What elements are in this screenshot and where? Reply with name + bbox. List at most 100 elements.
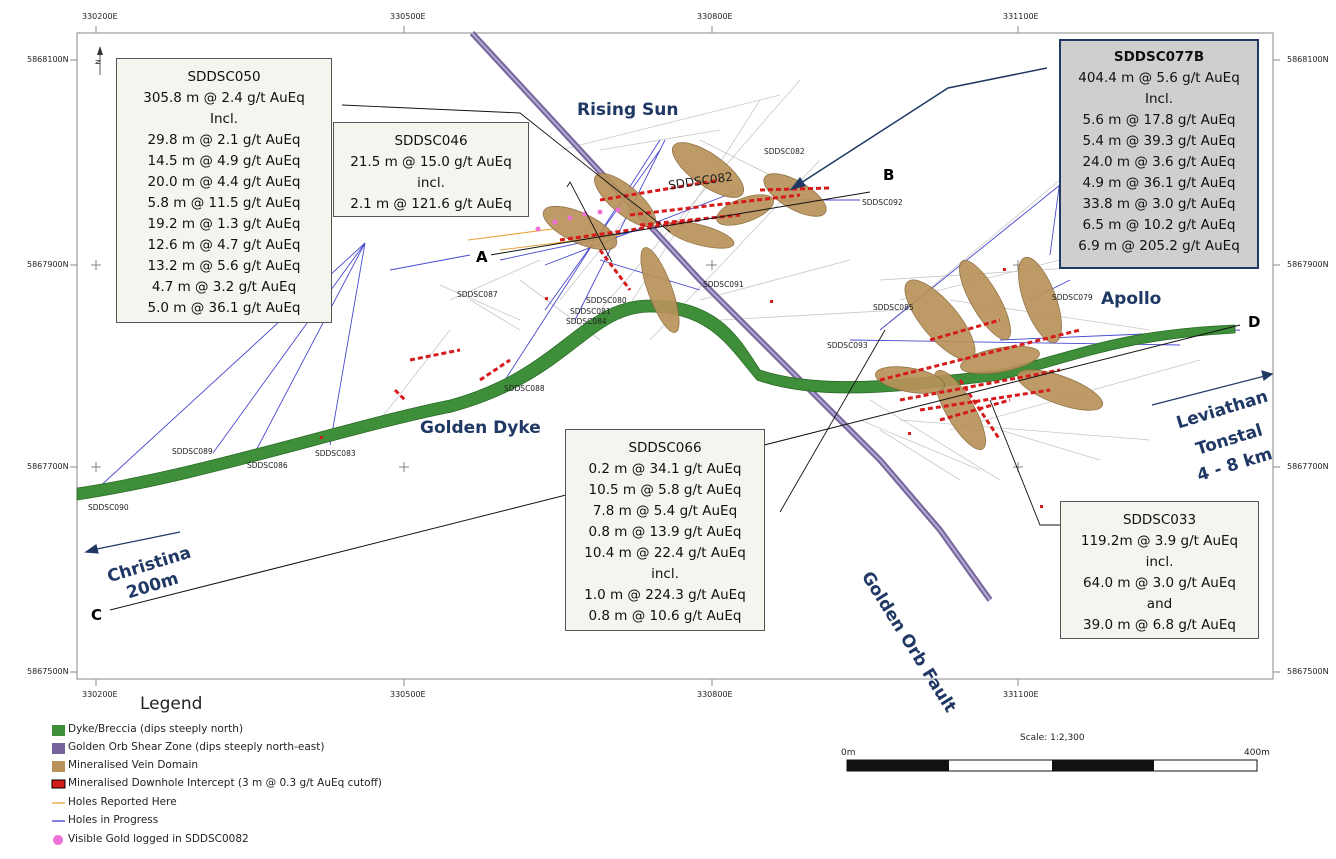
easting-label: 331100E: [1003, 12, 1039, 21]
easting-label: 330200E: [82, 690, 118, 699]
callout-line: 39.0 m @ 6.8 g/t AuEq: [1083, 617, 1236, 633]
callout-line: SDDSC033: [1122, 512, 1197, 528]
callout-line: 0.8 m @ 10.6 g/t AuEq: [588, 608, 742, 624]
callout-sddsc066: SDDSC066 0.2 m @ 34.1 g/t AuEq 10.5 m @ …: [565, 429, 765, 631]
callout-line: incl.: [1145, 554, 1174, 570]
callout-leaders: [341, 104, 1060, 526]
legend-item: Holes Reported Here: [68, 796, 177, 808]
callout-line: 29.8 m @ 2.1 g/t AuEq: [147, 132, 301, 148]
callout-line: 305.8 m @ 2.4 g/t AuEq: [143, 90, 305, 106]
callout-line: 19.2 m @ 1.3 g/t AuEq: [147, 216, 301, 232]
callout-line: 5.0 m @ 36.1 g/t AuEq: [147, 300, 301, 316]
place-rising-sun: Rising Sun: [577, 100, 679, 120]
callout-line: SDDSC046: [394, 133, 468, 149]
callout-line: 4.7 m @ 3.2 g/t AuEq: [151, 279, 297, 295]
hole-label: SDDSC083: [315, 449, 356, 458]
hole-label: SDDSC079: [1052, 293, 1093, 302]
callout-line: 2.1 m @ 121.6 g/t AuEq: [350, 196, 512, 212]
hole-label: SDDSC092: [862, 198, 903, 207]
hole-label: SDDSC088: [504, 384, 545, 393]
callout-line: incl.: [417, 175, 445, 191]
callout-line: Incl.: [209, 111, 238, 127]
legend-title: Legend: [140, 694, 203, 714]
callout-line: 5.6 m @ 17.8 g/t AuEq: [1082, 112, 1236, 128]
northing-label: 5867500N: [1287, 667, 1329, 676]
callout-line: 0.8 m @ 13.9 g/t AuEq: [588, 524, 742, 540]
legend-item: Dyke/Breccia (dips steeply north): [68, 723, 244, 735]
callout-line: 21.5 m @ 15.0 g/t AuEq: [350, 154, 512, 170]
easting-label: 330800E: [697, 12, 733, 21]
northing-label: 5868100N: [1287, 55, 1329, 64]
hole-label: SDDSC090: [88, 503, 129, 512]
callout-line: 20.0 m @ 4.4 g/t AuEq: [147, 174, 301, 190]
easting-label: 330200E: [82, 12, 118, 21]
northing-label: 5867900N: [1287, 260, 1329, 269]
callout-line: SDDSC050: [187, 69, 261, 85]
callout-line: Incl.: [1144, 91, 1173, 107]
callout-line: 5.8 m @ 11.5 g/t AuEq: [147, 195, 301, 211]
callout-line: 7.8 m @ 5.4 g/t AuEq: [592, 503, 738, 519]
callout-sddsc077b: SDDSC077B 404.4 m @ 5.6 g/t AuEq Incl. 5…: [1059, 39, 1259, 269]
legend-item: Mineralised Downhole Intercept (3 m @ 0.…: [68, 777, 382, 789]
callout-line: 10.5 m @ 5.8 g/t AuEq: [588, 482, 742, 498]
callout-line: 4.9 m @ 36.1 g/t AuEq: [1082, 175, 1236, 191]
callout-line: 14.5 m @ 4.9 g/t AuEq: [147, 153, 301, 169]
hole-label: SDDSC087: [457, 290, 498, 299]
hole-label: SDDSC085: [873, 303, 914, 312]
callout-line: 0.2 m @ 34.1 g/t AuEq: [588, 461, 742, 477]
scale-text: Scale: 1:2,300: [1020, 733, 1085, 743]
callout-line: 12.6 m @ 4.7 g/t AuEq: [147, 237, 301, 253]
callout-line: 6.5 m @ 10.2 g/t AuEq: [1082, 217, 1236, 233]
callout-line: SDDSC066: [628, 440, 702, 456]
legend-swatches: [51, 725, 66, 845]
easting-label: 331100E: [1003, 690, 1039, 699]
northing-label: 5868100N: [27, 55, 69, 64]
mineralised-intercepts: [393, 178, 1081, 441]
callout-arrow: [789, 67, 1048, 191]
scale-start: 0m: [841, 748, 856, 758]
easting-label: 330800E: [697, 690, 733, 699]
callout-line: 13.2 m @ 5.6 g/t AuEq: [147, 258, 301, 274]
north-arrow: [97, 46, 103, 75]
legend-item: Holes in Progress: [68, 814, 159, 826]
callout-line: 1.0 m @ 224.3 g/t AuEq: [584, 587, 746, 603]
vein-domains: [542, 142, 1103, 450]
north-arrow-label: N: [94, 59, 103, 65]
intercept-dots: [320, 268, 1043, 508]
callout-sddsc033: SDDSC033 119.2m @ 3.9 g/t AuEq incl. 64.…: [1060, 501, 1259, 639]
callout-line: 33.8 m @ 3.0 g/t AuEq: [1082, 196, 1236, 212]
hole-label: SDDSC086: [247, 461, 288, 470]
callout-line: 24.0 m @ 3.6 g/t AuEq: [1082, 154, 1236, 170]
place-apollo: Apollo: [1101, 289, 1162, 309]
scale-end: 400m: [1244, 748, 1270, 758]
callout-sddsc046: SDDSC046 21.5 m @ 15.0 g/t AuEq incl. 2.…: [333, 122, 529, 217]
hole-label: SDDSC081: [570, 307, 611, 316]
callout-line: SDDSC077B: [1113, 49, 1205, 65]
callout-line: incl.: [651, 566, 679, 582]
place-golden-dyke: Golden Dyke: [420, 418, 541, 438]
legend-item: Golden Orb Shear Zone (dips steeply nort…: [68, 741, 325, 753]
legend-item: Mineralised Vein Domain: [68, 759, 199, 771]
callout-line: 5.4 m @ 39.3 g/t AuEq: [1082, 133, 1236, 149]
callout-sddsc050: SDDSC050 305.8 m @ 2.4 g/t AuEq Incl. 29…: [116, 58, 332, 323]
direction-arrows: [84, 370, 1274, 554]
hole-label: SDDSC089: [172, 447, 213, 456]
section-marker-a: A: [473, 248, 491, 266]
dyke-breccia: [76, 299, 1236, 501]
easting-label: 330500E: [390, 12, 426, 21]
hole-label: SDDSC080: [586, 296, 627, 305]
callout-line: 10.4 m @ 22.4 g/t AuEq: [584, 545, 746, 561]
hole-label: SDDSC084: [566, 317, 607, 326]
hole-label: SDDSC091: [703, 280, 744, 289]
northing-label: 5867500N: [27, 667, 69, 676]
scale-bar: [846, 759, 1258, 772]
legend-item: Visible Gold logged in SDDSC0082: [68, 833, 249, 845]
northing-label: 5867700N: [1287, 462, 1329, 471]
hole-label: SDDSC093: [827, 341, 868, 350]
callout-line: 404.4 m @ 5.6 g/t AuEq: [1078, 70, 1240, 86]
map-frame: [76, 32, 1274, 680]
hole-label: SDDSC082: [764, 147, 805, 156]
section-marker-b: B: [880, 166, 898, 184]
northing-label: 5867700N: [27, 462, 69, 471]
grid-ticks: [70, 26, 1280, 686]
